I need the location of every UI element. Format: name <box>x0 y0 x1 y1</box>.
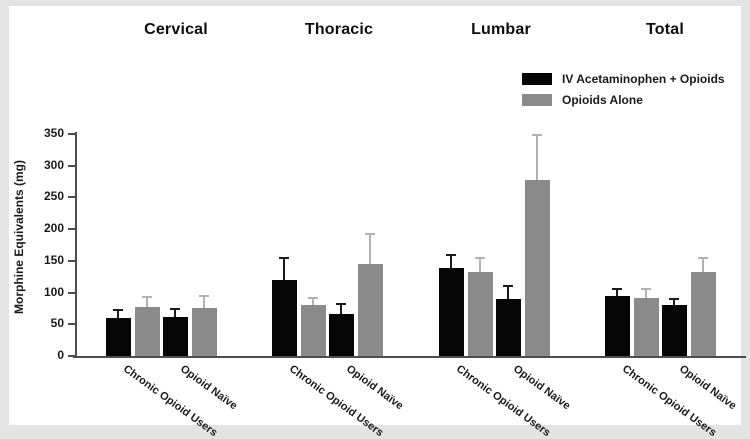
x-category-label: Chronic Opioid Users <box>286 363 386 439</box>
error-bar-cap <box>170 308 180 310</box>
x-category-label: Chronic Opioid Users <box>120 363 220 439</box>
y-axis-tick <box>68 228 75 231</box>
error-bar-line <box>312 298 314 305</box>
legend-item-acetaminophen: IV Acetaminophen + Opioids <box>522 72 725 86</box>
y-tick-label: 300 <box>43 157 64 172</box>
error-bar-line <box>479 258 481 272</box>
y-tick-label: 50 <box>50 316 64 331</box>
error-bar-cap <box>365 233 375 235</box>
y-axis-tick <box>68 196 75 199</box>
error-bar-line <box>507 286 509 299</box>
error-bar-cap <box>336 303 346 305</box>
error-bar-cap <box>308 297 318 299</box>
bar <box>135 307 160 356</box>
error-bar-line <box>369 234 371 264</box>
legend-label-opioids-alone: Opioids Alone <box>562 93 643 107</box>
group-header-thoracic: Thoracic <box>304 21 374 38</box>
error-bar-cap <box>669 298 679 300</box>
group-header-total: Total <box>645 21 685 38</box>
error-bar-line <box>174 309 176 317</box>
error-bar-line <box>146 297 148 307</box>
y-tick-label: 100 <box>43 284 64 299</box>
bar <box>496 299 521 356</box>
error-bar-cap <box>641 288 651 290</box>
error-bar-cap <box>142 296 152 298</box>
legend-swatch-gray-icon <box>522 94 552 106</box>
error-bar-line <box>536 135 538 180</box>
y-tick-label: 350 <box>43 126 64 140</box>
error-bar-cap <box>532 134 542 136</box>
y-axis-tick <box>68 133 75 135</box>
error-bar-line <box>645 289 647 298</box>
legend-swatch-black-icon <box>522 73 552 85</box>
error-bar-line <box>673 299 675 305</box>
error-bar-cap <box>612 288 622 290</box>
bar-chart: Cervical Thoracic Lumbar Total IV Acetamino… <box>9 6 746 439</box>
y-axis-tick <box>68 164 75 167</box>
bar <box>691 272 716 356</box>
legend-label-acetaminophen: IV Acetaminophen + Opioids <box>562 72 725 86</box>
bar <box>301 305 326 356</box>
y-tick-label: 250 <box>43 189 64 204</box>
bar <box>662 305 687 356</box>
legend-item-opioids-alone: Opioids Alone <box>522 93 725 107</box>
y-tick-label: 150 <box>43 252 64 267</box>
x-category-label: Chronic Opioid Users <box>453 363 553 439</box>
error-bar-line <box>450 255 452 268</box>
y-axis-line <box>75 132 77 358</box>
error-bar-line <box>203 296 205 308</box>
error-bar-cap <box>475 257 485 259</box>
group-header-lumbar: Lumbar <box>471 21 531 38</box>
y-axis-tick <box>68 259 75 262</box>
x-category-label: Opioid Naïve <box>510 363 573 413</box>
error-bar-cap <box>698 257 708 259</box>
error-bar-cap <box>279 257 289 259</box>
x-axis-line <box>73 356 746 358</box>
error-bar-line <box>283 258 285 280</box>
legend: IV Acetaminophen + Opioids Opioids Alone <box>522 72 725 107</box>
error-bar-line <box>616 289 618 296</box>
bar <box>192 308 217 356</box>
bar <box>468 272 493 356</box>
bar <box>272 280 297 356</box>
bar <box>634 298 659 356</box>
bar <box>106 318 131 356</box>
error-bar-line <box>117 310 119 318</box>
bar <box>525 180 550 356</box>
group-header-cervical: Cervical <box>144 21 208 38</box>
y-tick-label: 200 <box>43 221 64 236</box>
error-bar-cap <box>503 285 513 287</box>
bar <box>329 314 354 356</box>
y-axis-tick <box>68 355 75 357</box>
x-category-label: Opioid Naïve <box>343 363 406 413</box>
error-bar-line <box>340 304 342 314</box>
error-bar-line <box>702 258 704 272</box>
y-axis-title: Morphine Equivalents (mg) <box>12 159 26 315</box>
bar <box>605 296 630 356</box>
x-category-label: Opioid Naïve <box>676 363 739 413</box>
bar <box>439 268 464 356</box>
error-bar-cap <box>199 295 209 297</box>
error-bar-cap <box>446 254 456 256</box>
x-category-label: Chronic Opioid Users <box>619 363 719 439</box>
x-category-label: Opioid Naïve <box>177 363 240 413</box>
bar <box>358 264 383 356</box>
bar <box>163 317 188 356</box>
y-axis-tick <box>68 323 75 326</box>
y-axis-tick <box>68 291 75 294</box>
figure-card: Cervical Thoracic Lumbar Total IV Acetamino… <box>9 6 746 439</box>
error-bar-cap <box>113 309 123 311</box>
y-tick-label: 0 <box>57 348 64 362</box>
